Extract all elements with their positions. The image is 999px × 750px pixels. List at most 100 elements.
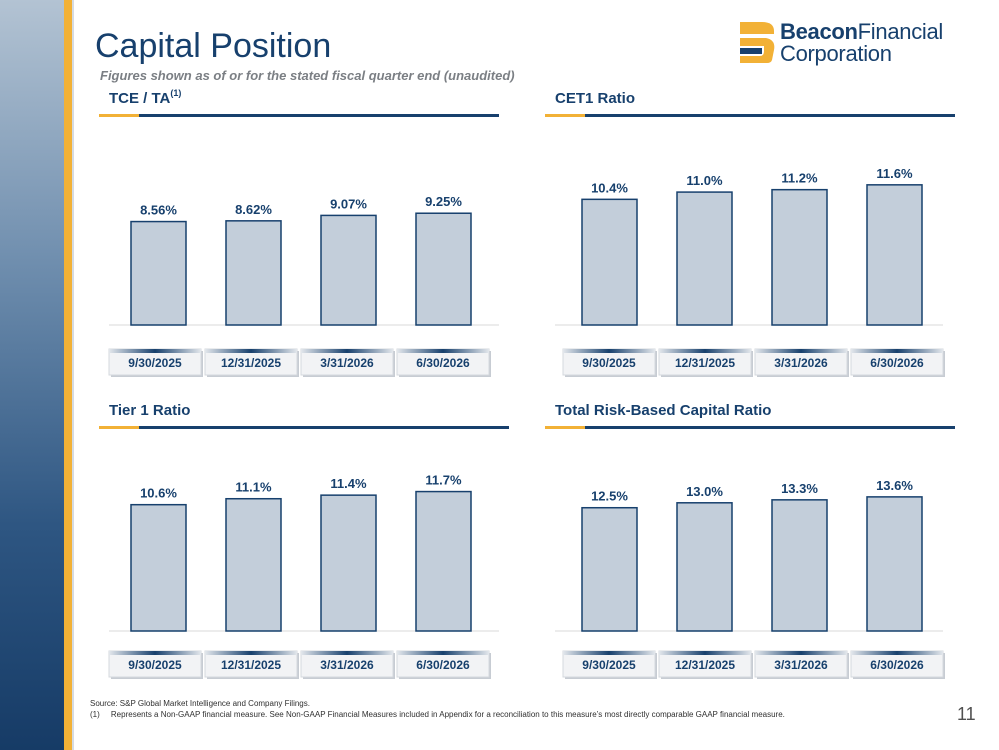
page-title: Capital Position xyxy=(95,27,332,65)
bar xyxy=(581,506,638,632)
non-gaap-footnote: (1) Represents a Non-GAAP financial meas… xyxy=(90,710,785,719)
bar-chart-cet1: 10.4% 11.0% 11.2% 11.6% 9/30/2025 12/31/2025 3… xyxy=(555,166,945,377)
tick-tab xyxy=(754,650,848,678)
chart-title-text: TCE / TA xyxy=(109,90,171,107)
bar-chart-tier1: 10.6% 11.1% 11.4% 11.7% 9/30/2025 12/31/2025 3… xyxy=(108,473,499,679)
tick-label: 12/31/2025 xyxy=(221,356,281,370)
tick-label: 9/30/2025 xyxy=(582,658,636,672)
tick-tab xyxy=(658,348,752,376)
data-label: 11.7% xyxy=(425,473,462,488)
data-label: 13.6% xyxy=(876,478,913,493)
chart-title-text: Tier 1 Ratio xyxy=(109,402,191,419)
tick-tab-accent xyxy=(397,651,489,655)
page-number: 11 xyxy=(957,704,976,724)
logo-text-regular: Financial xyxy=(857,19,944,44)
tick-tab-accent xyxy=(301,651,393,655)
tick-tab-accent xyxy=(851,349,943,353)
bar xyxy=(320,214,377,326)
tick-label: 3/31/2026 xyxy=(320,356,374,370)
bar-chart-tce-ta: 8.56% 8.62% 9.07% 9.25% 9/30/2025 12/31/2025 3… xyxy=(108,194,499,377)
chart-title: TCE / TA(1) xyxy=(109,88,182,107)
bar xyxy=(866,184,923,326)
data-label: 9.25% xyxy=(425,194,462,209)
data-label: 13.0% xyxy=(686,484,723,499)
tick-tab xyxy=(396,650,490,678)
bar xyxy=(130,220,187,326)
data-label: 11.2% xyxy=(781,171,818,186)
tick-tab-accent xyxy=(563,651,655,655)
tick-tab xyxy=(300,348,394,376)
tick-label: 12/31/2025 xyxy=(675,356,735,370)
chart-title-rule xyxy=(545,426,955,429)
footnote-text: Represents a Non-GAAP financial measure.… xyxy=(110,710,785,719)
side-band xyxy=(0,0,64,750)
chart-title-rule xyxy=(99,114,499,117)
page-subtitle: Figures shown as of or for the stated fi… xyxy=(100,68,515,83)
data-label: 11.6% xyxy=(876,166,913,181)
tick-tab-accent xyxy=(301,349,393,353)
tick-tab-accent xyxy=(205,651,297,655)
bar xyxy=(581,198,638,326)
side-divider xyxy=(72,0,74,750)
tick-label: 9/30/2025 xyxy=(128,356,182,370)
bar xyxy=(130,503,187,632)
chart-title: CET1 Ratio xyxy=(555,90,635,107)
tick-label: 3/31/2026 xyxy=(320,658,374,672)
tick-tab xyxy=(204,348,298,376)
tick-tab-accent xyxy=(109,349,201,353)
data-label: 12.5% xyxy=(591,489,628,504)
data-label: 9.07% xyxy=(330,196,367,211)
chart-title: Total Risk-Based Capital Ratio xyxy=(555,402,771,419)
data-label: 11.0% xyxy=(686,173,723,188)
chart-title-superscript: (1) xyxy=(170,88,182,98)
tick-tab xyxy=(204,650,298,678)
tick-tab-accent xyxy=(397,349,489,353)
tick-label: 12/31/2025 xyxy=(221,658,281,672)
beacon-logo-icon xyxy=(740,22,775,63)
tick-tab xyxy=(850,348,944,376)
bar xyxy=(771,499,828,632)
tick-tab xyxy=(396,348,490,376)
tick-label: 9/30/2025 xyxy=(128,658,182,672)
data-label: 11.4% xyxy=(330,476,367,491)
logo-wordmark: BeaconFinancial Corporation xyxy=(780,21,943,65)
chart-title-rule xyxy=(545,114,955,117)
tick-tab xyxy=(562,348,656,376)
bar-chart-total-risk-based: 12.5% 13.0% 13.3% 13.6% 9/30/2025 12/31/2025 3… xyxy=(555,478,945,679)
bar xyxy=(771,188,828,326)
tick-label: 6/30/2026 xyxy=(870,356,924,370)
tick-tab-accent xyxy=(755,651,847,655)
chart-panel-total-risk-based: Total Risk-Based Capital Ratio 12.5% 13.0… xyxy=(545,402,955,687)
chart-title-text: CET1 Ratio xyxy=(555,90,636,107)
data-label: 8.62% xyxy=(235,202,272,217)
bar xyxy=(866,496,923,632)
tick-tab-accent xyxy=(755,349,847,353)
data-label: 8.56% xyxy=(140,203,177,218)
tick-tab-accent xyxy=(659,349,751,353)
chart-panel-cet1: CET1 Ratio 10.4% 11.0% 11.2% 11.6% 9/30/2025… xyxy=(545,90,955,380)
tick-label: 12/31/2025 xyxy=(675,658,735,672)
logo-text-bold: Beacon xyxy=(780,19,858,44)
data-label: 11.1% xyxy=(235,480,272,495)
bar xyxy=(320,494,377,632)
data-label: 13.3% xyxy=(781,481,818,496)
data-label: 10.6% xyxy=(140,486,177,501)
tick-tab xyxy=(754,348,848,376)
tick-tab-accent xyxy=(851,651,943,655)
chart-title: Tier 1 Ratio xyxy=(109,402,190,419)
footnote-marker: (1) xyxy=(90,710,100,719)
tick-tab-accent xyxy=(659,651,751,655)
logo-text-line2: Corporation xyxy=(780,41,892,66)
bar xyxy=(415,490,472,632)
chart-panel-tce-ta: TCE / TA(1) 8.56% 8.62% 9.07% 9.25% 9/30/202… xyxy=(99,88,499,380)
bar xyxy=(676,191,733,326)
tick-label: 6/30/2026 xyxy=(416,658,470,672)
chart-title-text: Total Risk-Based Capital Ratio xyxy=(555,402,772,419)
tick-tab xyxy=(300,650,394,678)
chart-panel-tier1: Tier 1 Ratio 10.6% 11.1% 11.4% 11.7% 9/30/20… xyxy=(99,402,509,687)
tick-label: 9/30/2025 xyxy=(582,356,636,370)
data-label: 10.4% xyxy=(591,180,628,195)
bar xyxy=(225,497,282,632)
side-accent-stripe xyxy=(64,0,72,750)
bar xyxy=(225,220,282,326)
